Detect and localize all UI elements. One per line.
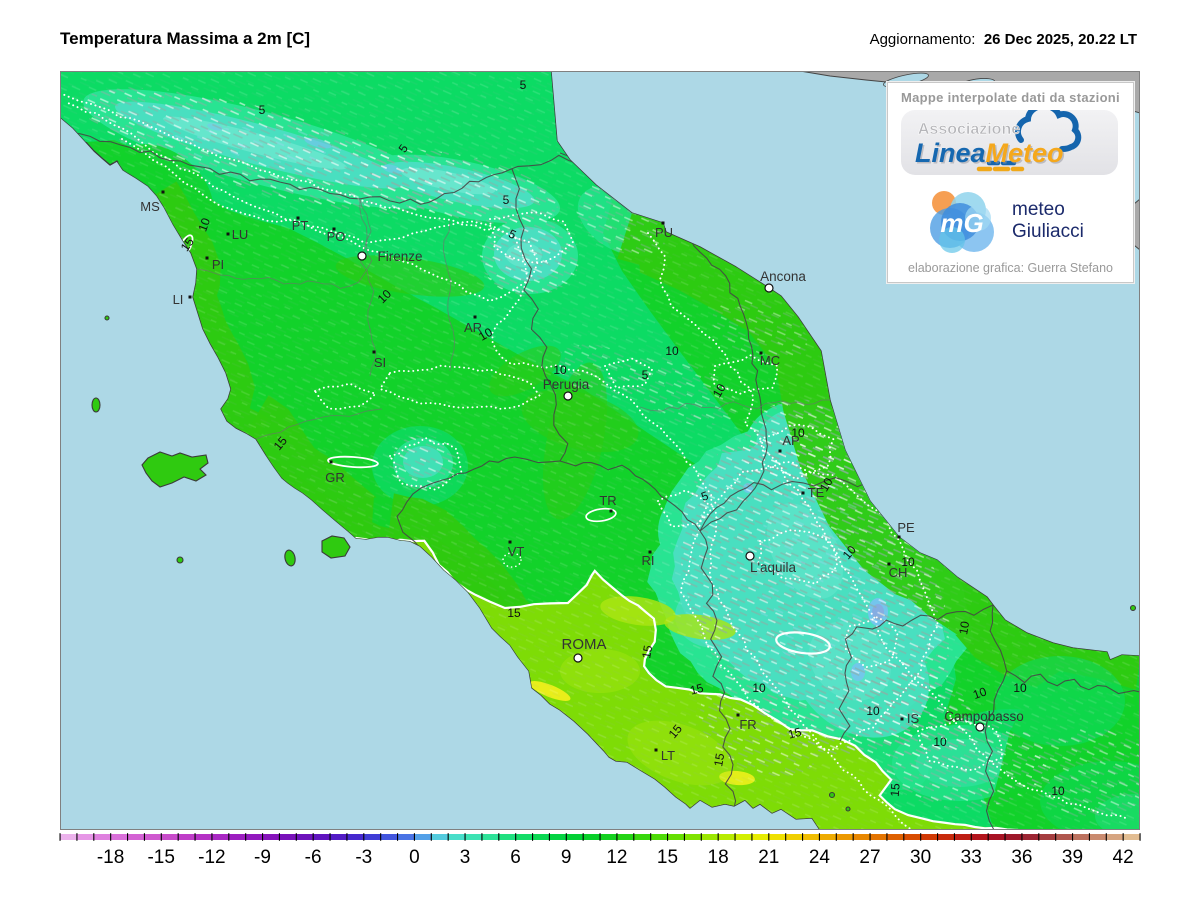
- svg-text:Associazione: Associazione: [918, 121, 1020, 138]
- svg-text:ROMA: ROMA: [562, 636, 607, 653]
- svg-text:L'aquila: L'aquila: [750, 560, 797, 575]
- svg-text:-9: -9: [254, 847, 271, 868]
- svg-text:10: 10: [971, 684, 989, 702]
- svg-text:LI: LI: [173, 292, 184, 307]
- svg-text:LineaMeteo: LineaMeteo: [915, 138, 1064, 168]
- svg-text:FR: FR: [739, 717, 756, 732]
- svg-text:0: 0: [409, 847, 420, 868]
- svg-text:5: 5: [259, 103, 266, 117]
- svg-text:10: 10: [752, 681, 766, 695]
- svg-text:Ancona: Ancona: [760, 269, 806, 284]
- svg-text:PU: PU: [655, 225, 673, 240]
- svg-text:33: 33: [961, 847, 982, 868]
- svg-text:AP: AP: [782, 433, 799, 448]
- svg-text:30: 30: [910, 847, 931, 868]
- svg-text:Campobasso: Campobasso: [944, 709, 1024, 724]
- svg-text:15: 15: [507, 606, 521, 620]
- svg-text:mG: mG: [940, 208, 983, 238]
- svg-text:36: 36: [1011, 847, 1032, 868]
- svg-text:Firenze: Firenze: [377, 249, 422, 264]
- svg-text:PO: PO: [327, 229, 346, 244]
- svg-text:TR: TR: [599, 493, 616, 508]
- svg-text:3: 3: [460, 847, 471, 868]
- svg-text:18: 18: [708, 847, 729, 868]
- svg-text:LU: LU: [232, 227, 249, 242]
- svg-text:10: 10: [710, 381, 729, 400]
- svg-text:15: 15: [888, 782, 903, 797]
- svg-text:10: 10: [791, 426, 805, 440]
- svg-text:12: 12: [606, 847, 627, 868]
- svg-text:10: 10: [817, 475, 836, 494]
- svg-text:10: 10: [1051, 784, 1065, 798]
- svg-text:5: 5: [503, 193, 510, 207]
- svg-text:-6: -6: [305, 847, 322, 868]
- svg-text:-3: -3: [355, 847, 372, 868]
- svg-text:IS: IS: [907, 711, 920, 726]
- svg-text:15: 15: [639, 644, 655, 660]
- svg-text:-12: -12: [198, 847, 225, 868]
- svg-text:15: 15: [689, 681, 706, 698]
- svg-text:PI: PI: [212, 257, 224, 272]
- svg-text:39: 39: [1062, 847, 1083, 868]
- svg-text:MC: MC: [760, 353, 780, 368]
- svg-text:SI: SI: [374, 355, 386, 370]
- svg-text:GR: GR: [325, 470, 345, 485]
- svg-text:5: 5: [520, 78, 527, 92]
- svg-text:TE: TE: [808, 485, 825, 500]
- svg-text:5: 5: [642, 368, 649, 382]
- svg-text:10: 10: [933, 735, 947, 749]
- svg-text:42: 42: [1113, 847, 1134, 868]
- svg-text:10: 10: [1013, 681, 1027, 695]
- svg-text:AR: AR: [464, 320, 482, 335]
- svg-text:6: 6: [510, 847, 521, 868]
- svg-text:10: 10: [665, 344, 679, 358]
- svg-text:15: 15: [657, 847, 678, 868]
- svg-text:24: 24: [809, 847, 831, 868]
- svg-text:15: 15: [787, 725, 804, 742]
- svg-text:Perugia: Perugia: [543, 377, 590, 392]
- svg-text:RI: RI: [642, 553, 655, 568]
- svg-text:PE: PE: [897, 520, 915, 535]
- svg-text:10: 10: [866, 704, 880, 718]
- svg-text:27: 27: [859, 847, 880, 868]
- svg-text:10: 10: [476, 325, 495, 344]
- svg-text:PT: PT: [292, 218, 309, 233]
- svg-text:VT: VT: [508, 544, 525, 559]
- svg-text:9: 9: [561, 847, 572, 868]
- svg-text:10: 10: [901, 555, 915, 569]
- svg-text:CH: CH: [889, 565, 908, 580]
- svg-text:LT: LT: [661, 748, 675, 763]
- svg-text:-18: -18: [97, 847, 124, 868]
- svg-text:10: 10: [553, 363, 567, 377]
- svg-text:21: 21: [758, 847, 779, 868]
- svg-text:10: 10: [956, 620, 972, 636]
- svg-text:-15: -15: [147, 847, 174, 868]
- svg-text:5: 5: [699, 488, 710, 504]
- svg-text:15: 15: [711, 752, 727, 768]
- svg-text:MS: MS: [140, 199, 160, 214]
- svg-text:10: 10: [195, 216, 213, 234]
- svg-text:LineaMeteo: LineaMeteo: [917, 140, 1066, 170]
